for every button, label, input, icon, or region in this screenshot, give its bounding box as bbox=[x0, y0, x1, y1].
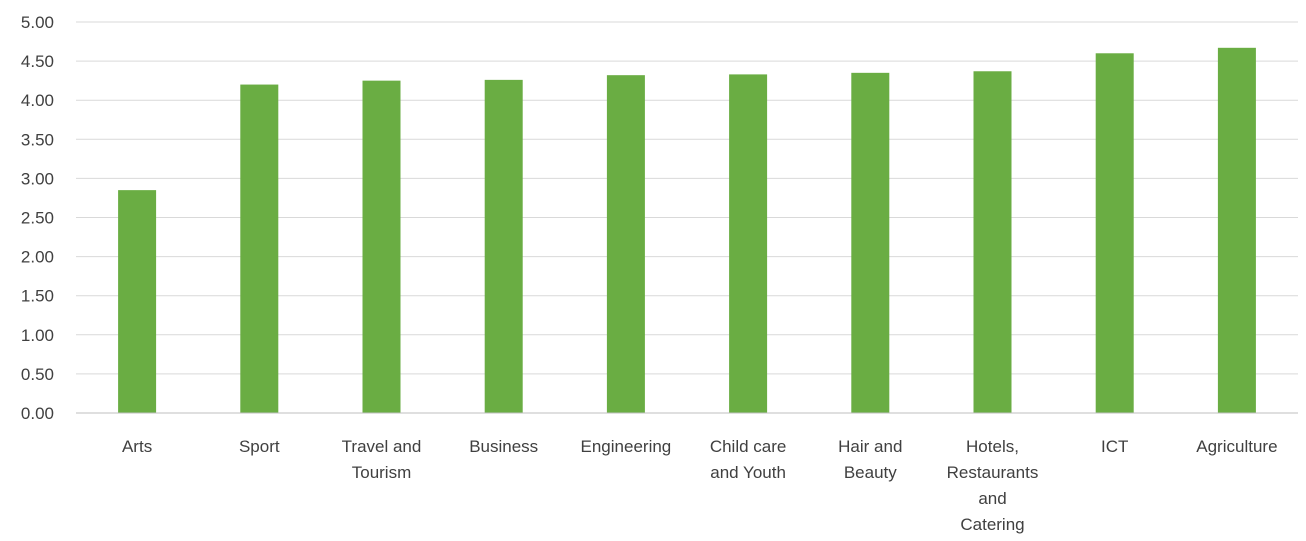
y-axis-tick-labels: 0.00 0.50 1.00 1.50 2.00 2.50 3.00 3.50 4.00 4.50… bbox=[21, 13, 54, 423]
x-category-label-line: Agriculture bbox=[1196, 437, 1277, 456]
bar-engineering bbox=[607, 75, 645, 413]
y-tick-label: 0.00 bbox=[21, 404, 54, 423]
x-category-label-line: Hotels, bbox=[966, 437, 1019, 456]
bars bbox=[118, 48, 1256, 413]
y-tick-label: 1.00 bbox=[21, 326, 54, 345]
y-tick-label: 3.00 bbox=[21, 169, 54, 188]
y-tick-label: 3.50 bbox=[21, 130, 54, 149]
x-category-label: Arts bbox=[122, 437, 152, 456]
y-tick-label: 1.50 bbox=[21, 287, 54, 306]
x-category-label-line: Beauty bbox=[844, 463, 897, 482]
x-category-label: Hair and Beauty bbox=[838, 437, 902, 482]
x-category-label: Business bbox=[469, 437, 538, 456]
x-category-label: Sport bbox=[239, 437, 280, 456]
bar-agriculture bbox=[1218, 48, 1256, 413]
x-axis-category-labels: Arts Sport Travel and Tourism Business Engine… bbox=[122, 437, 1278, 534]
x-category-label-line: Restaurants bbox=[947, 463, 1039, 482]
x-category-label-line: Business bbox=[469, 437, 538, 456]
x-category-label-line: ICT bbox=[1101, 437, 1128, 456]
x-category-label-line: Catering bbox=[960, 515, 1024, 534]
y-tick-label: 2.50 bbox=[21, 209, 54, 228]
bar-sport bbox=[240, 85, 278, 413]
x-category-label: Child care and Youth bbox=[710, 437, 787, 482]
y-tick-label: 0.50 bbox=[21, 365, 54, 384]
x-category-label: Agriculture bbox=[1196, 437, 1277, 456]
x-category-label-line: Travel and bbox=[342, 437, 422, 456]
y-tick-label: 5.00 bbox=[21, 13, 54, 32]
y-tick-label: 4.50 bbox=[21, 52, 54, 71]
x-category-label-line: Engineering bbox=[581, 437, 672, 456]
x-category-label-line: Arts bbox=[122, 437, 152, 456]
bar-business bbox=[485, 80, 523, 413]
bar-hotels-restaurants-and-catering bbox=[974, 71, 1012, 413]
x-category-label-line: Hair and bbox=[838, 437, 902, 456]
x-category-label: Engineering bbox=[581, 437, 672, 456]
x-category-label-line: Child care bbox=[710, 437, 787, 456]
x-category-label-line: Tourism bbox=[352, 463, 412, 482]
bar-travel-and-tourism bbox=[363, 81, 401, 413]
x-category-label-line: and Youth bbox=[710, 463, 786, 482]
x-category-label-line: and bbox=[978, 489, 1006, 508]
x-category-label: ICT bbox=[1101, 437, 1128, 456]
y-tick-label: 4.00 bbox=[21, 91, 54, 110]
bar-arts bbox=[118, 190, 156, 413]
x-category-label-line: Sport bbox=[239, 437, 280, 456]
x-category-label: Hotels, Restaurants and Catering bbox=[947, 437, 1039, 534]
x-category-label: Travel and Tourism bbox=[342, 437, 422, 482]
bar-ict bbox=[1096, 53, 1134, 413]
y-tick-label: 2.00 bbox=[21, 248, 54, 267]
bar-hair-and-beauty bbox=[851, 73, 889, 413]
bar-child-care-and-youth bbox=[729, 74, 767, 413]
